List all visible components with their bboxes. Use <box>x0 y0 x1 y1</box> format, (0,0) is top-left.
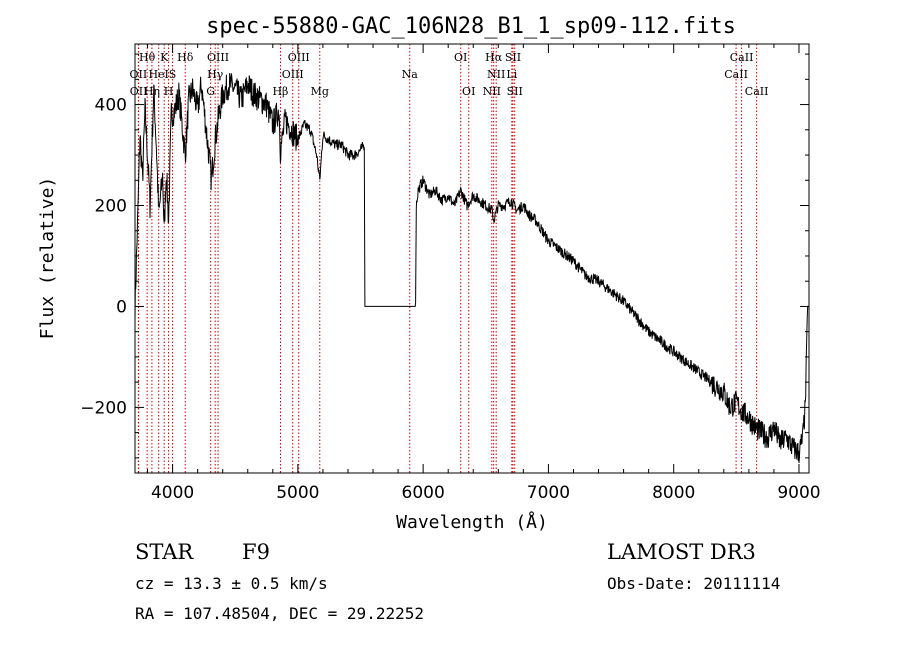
spectral-line-label: Hη <box>144 85 160 98</box>
x-tick-label: 6000 <box>402 483 445 503</box>
spectral-line-label: K <box>160 51 169 64</box>
spectral-line-label: Mg <box>311 85 329 98</box>
spectral-line-label: Hα <box>485 51 503 64</box>
spectral-line-label: CaII <box>745 85 769 98</box>
obs-date: Obs-Date: 20111114 <box>607 574 781 593</box>
spectral-line-label: OIII <box>282 68 304 81</box>
spectral-line-label: Hβ <box>272 85 288 98</box>
spectral-line-label: OI <box>454 51 467 64</box>
y-axis-label: Flux (relative) <box>37 177 58 340</box>
x-axis-label: Wavelength (Å) <box>396 511 548 533</box>
spectral-line-label: Hγ <box>207 68 224 81</box>
spectral-line-label: NII <box>487 68 505 81</box>
spectral-line-label: SII <box>505 51 521 64</box>
spectral-line-label: OIII <box>288 51 310 64</box>
survey-name: LAMOST DR3 <box>607 540 756 564</box>
spectral-line-label: OII <box>130 85 148 98</box>
x-tick-label: 9000 <box>777 483 820 503</box>
coordinates: RA = 107.48504, DEC = 29.22252 <box>135 604 424 623</box>
object-subclass: F9 <box>242 540 270 564</box>
spectral-line-label: S <box>169 68 177 81</box>
spectral-line-label: Li <box>506 68 517 81</box>
spectrum-line <box>134 72 809 464</box>
spectral-line-label: G <box>206 85 215 98</box>
spectral-line-label: Hθ <box>139 51 156 64</box>
chart-title: spec-55880-GAC_106N28_B1_1_sp09-112.fits <box>206 14 736 39</box>
spectral-line-label: Hδ <box>177 51 194 64</box>
spectral-line-label: H <box>164 85 174 98</box>
plot-frame <box>134 43 810 474</box>
y-tick-label: −200 <box>80 398 127 418</box>
spectral-line-label: OIII <box>207 51 229 64</box>
spectral-line-label: SII <box>507 85 523 98</box>
spectral-line-label: CaII <box>730 51 754 64</box>
spectral-line-label: OI <box>462 85 475 98</box>
x-tick-label: 4000 <box>151 483 194 503</box>
redshift-readout: cz = 13.3 ± 0.5 km/s <box>135 574 328 593</box>
spectral-line-label: OII <box>130 68 148 81</box>
y-tick-label: 200 <box>95 197 127 217</box>
spectral-line-markers <box>137 44 758 473</box>
spectral-line-label: HeI <box>148 68 168 81</box>
x-tick-label: 8000 <box>652 483 695 503</box>
x-axis-ticks: 4000 5000 6000 7000 8000 9000 <box>147 44 821 503</box>
object-class: STAR <box>135 540 194 564</box>
x-tick-label: 5000 <box>276 483 319 503</box>
y-tick-label: 400 <box>95 96 127 116</box>
y-axis-ticks: −200 0 200 400 <box>80 53 809 459</box>
spectral-line-label: Na <box>402 68 419 81</box>
spectral-line-label: NII <box>483 85 501 98</box>
y-tick-label: 0 <box>116 297 127 317</box>
spectral-line-label: CaII <box>724 68 748 81</box>
x-tick-label: 7000 <box>527 483 570 503</box>
